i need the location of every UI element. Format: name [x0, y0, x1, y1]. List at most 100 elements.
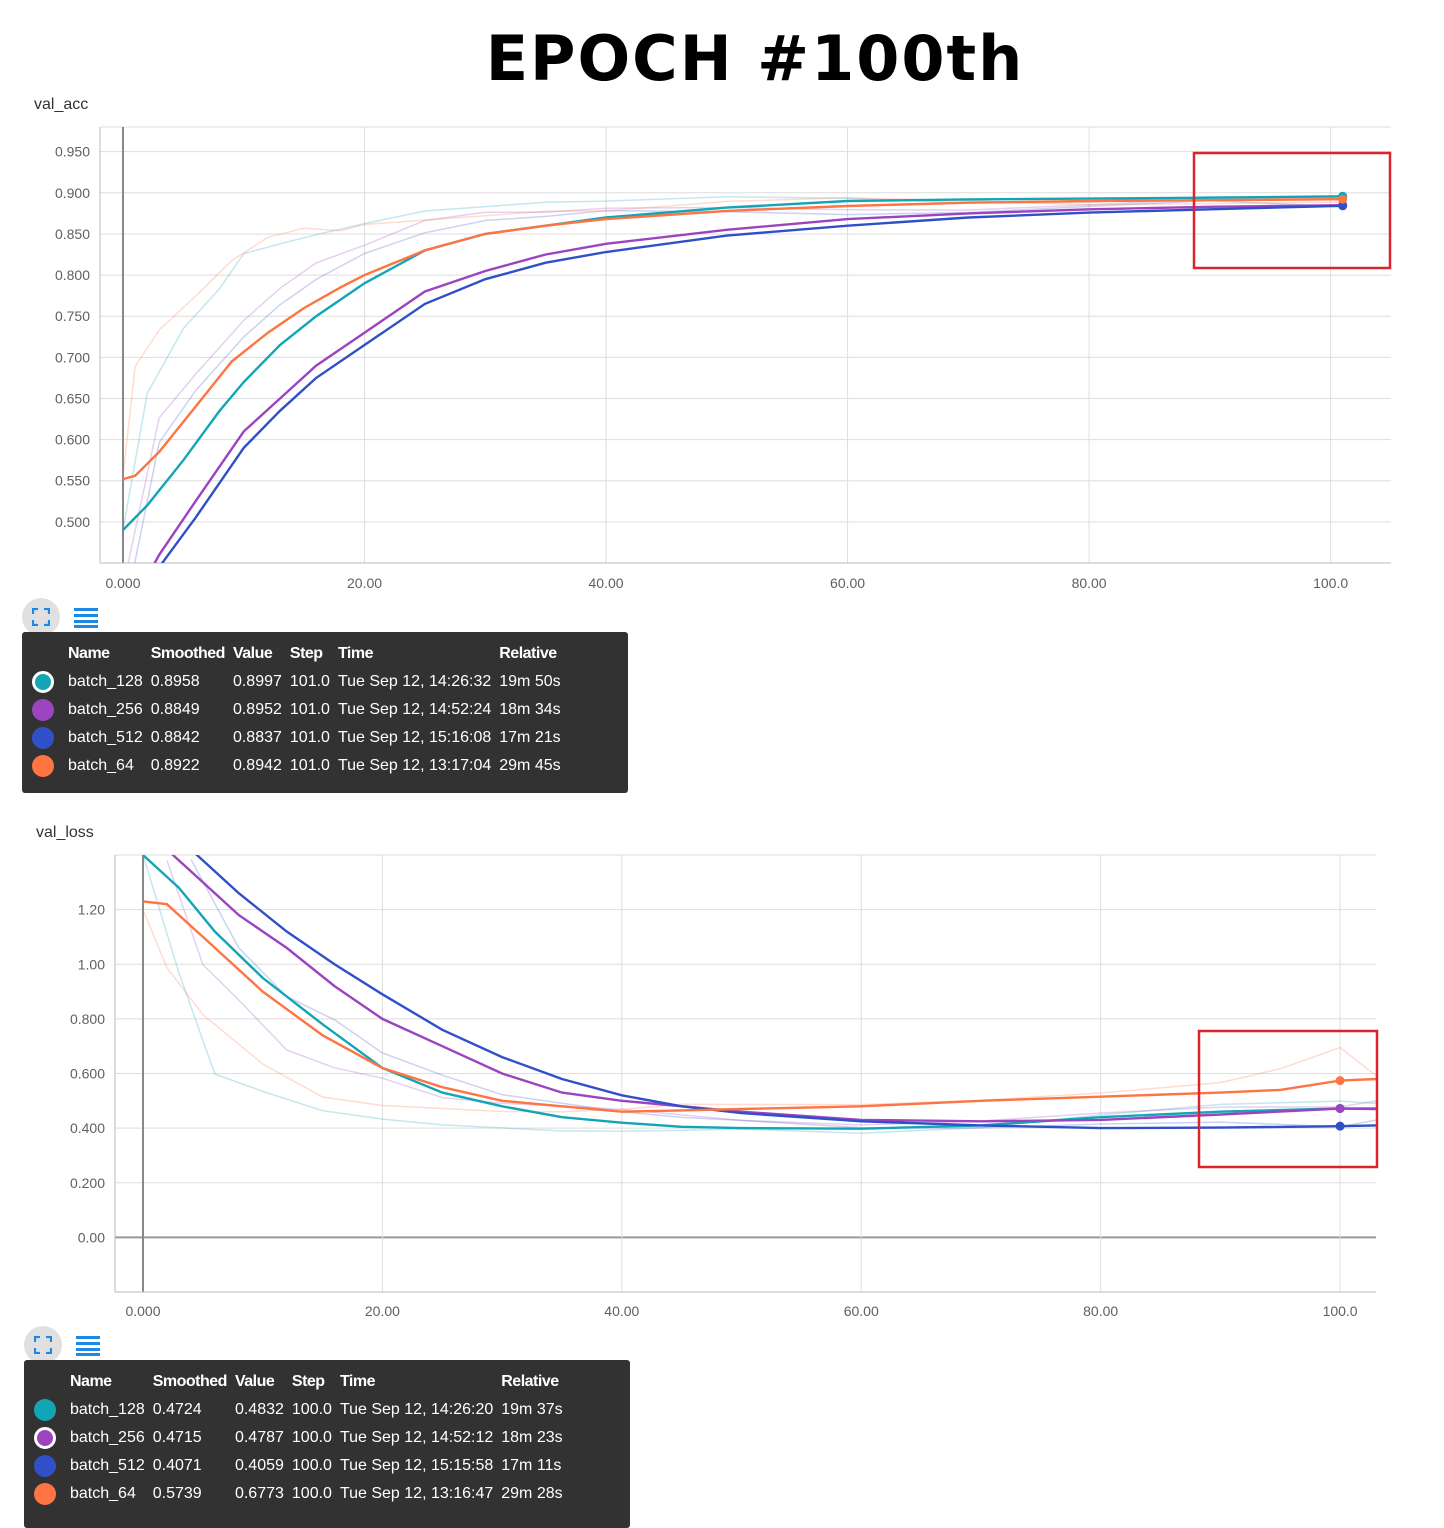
swatch-cell — [32, 668, 68, 696]
col-name: Name — [70, 1373, 112, 1390]
cell-step: 101.0 — [289, 729, 330, 746]
cell-time: Tue Sep 12, 14:26:20 — [339, 1401, 494, 1418]
cell-value: 0.4832 — [234, 1401, 284, 1418]
x-tick-label: 0.000 — [125, 1303, 160, 1319]
val-loss-tooltip: Name Smoothed Value Step Time Relative b… — [24, 1360, 630, 1528]
col-step: Step — [289, 645, 323, 662]
val-acc-chart[interactable]: 0.500 0.550 0.600 0.650 0.700 0.750 0.800 0.850… — [0, 0, 1444, 600]
cell-name: batch_128 — [68, 673, 143, 690]
col-smoothed: Smoothed — [152, 1373, 228, 1390]
x-tick-label: 40.00 — [589, 575, 624, 591]
cell-step: 100.0 — [291, 1401, 332, 1418]
highlight-box — [1197, 1029, 1379, 1169]
smoothed-line-batch_512[interactable] — [191, 850, 1376, 1130]
x-tick-label: 40.00 — [604, 1303, 639, 1319]
cell-relative: 18m 23s — [501, 1429, 563, 1446]
raw-line-batch_64 — [142, 909, 1376, 1113]
raw-line-batch_512 — [133, 199, 1343, 563]
cell-smoothed: 0.4724 — [152, 1401, 202, 1418]
tooltip-row: batch_256 0.8849 0.8952 101.0 Tue Sep 12, 14… — [32, 696, 569, 724]
y-tick-label: 0.800 — [55, 267, 90, 283]
tooltip-row: batch_512 0.4071 0.4059 100.0 Tue Sep 12, 15… — [34, 1452, 571, 1480]
x-tick-label: 0.000 — [105, 575, 140, 591]
series-color-dot — [32, 727, 54, 749]
cell-time: Tue Sep 12, 13:16:47 — [339, 1485, 494, 1502]
cell-time: Tue Sep 12, 15:15:58 — [339, 1457, 494, 1474]
y-tick-label: 1.00 — [78, 956, 105, 972]
fullscreen-icon — [34, 1336, 52, 1354]
smoothed-line-batch_128[interactable] — [142, 855, 1376, 1130]
y-tick-label: 0.650 — [55, 390, 90, 406]
swatch-cell — [34, 1452, 70, 1480]
cell-name: batch_512 — [68, 729, 143, 746]
expand-chart-button[interactable] — [24, 1326, 62, 1364]
cell-name: batch_512 — [70, 1457, 145, 1474]
tooltip-row: batch_128 0.8958 0.8997 101.0 Tue Sep 12, 14… — [32, 668, 569, 696]
y-tick-label: 0.400 — [70, 1120, 105, 1136]
col-value: Value — [232, 645, 273, 662]
cell-step: 100.0 — [291, 1457, 332, 1474]
raw-line-batch_64 — [122, 197, 1343, 477]
swatch-cell — [32, 696, 68, 724]
y-tick-label: 0.200 — [70, 1175, 105, 1191]
y-tick-label: 0.750 — [55, 308, 90, 324]
x-tick-label: 100.0 — [1313, 575, 1348, 591]
cell-time: Tue Sep 12, 14:26:32 — [337, 673, 492, 690]
point-marker-batch_512 — [1338, 201, 1348, 211]
point-marker-batch_256 — [1335, 1104, 1345, 1114]
swatch-cell — [32, 724, 68, 752]
x-tick-label: 20.00 — [365, 1303, 400, 1319]
y-tick-label: 0.550 — [55, 473, 90, 489]
col-relative: Relative — [499, 645, 557, 662]
smoothed-line-batch_256[interactable] — [167, 850, 1376, 1123]
cell-smoothed: 0.5739 — [152, 1485, 202, 1502]
cell-value: 0.4059 — [234, 1457, 284, 1474]
cell-step: 100.0 — [291, 1485, 332, 1502]
smoothed-line-batch_64[interactable] — [142, 900, 1376, 1113]
expand-chart-button[interactable] — [22, 598, 60, 636]
toggle-data-button[interactable] — [74, 1332, 102, 1360]
col-name: Name — [68, 645, 110, 662]
cell-name: batch_256 — [68, 701, 143, 718]
series-color-dot — [32, 755, 54, 777]
cell-value: 0.8837 — [232, 729, 282, 746]
series-color-dot — [34, 1455, 56, 1477]
raw-line-batch_128 — [142, 855, 1376, 1134]
series-color-dot — [34, 1427, 56, 1449]
highlight-box — [1192, 151, 1392, 270]
cell-relative: 19m 37s — [501, 1401, 563, 1418]
cell-name: batch_256 — [70, 1429, 145, 1446]
swatch-cell — [34, 1480, 70, 1508]
x-tick-label: 80.00 — [1083, 1303, 1118, 1319]
cell-value: 0.4787 — [234, 1429, 284, 1446]
smoothed-line-batch_64[interactable] — [122, 198, 1343, 481]
y-tick-label: 0.900 — [55, 185, 90, 201]
cell-value: 0.8997 — [232, 673, 282, 690]
col-time: Time — [337, 645, 374, 662]
cell-relative: 29m 45s — [499, 757, 561, 774]
tooltip-row: batch_64 0.5739 0.6773 100.0 Tue Sep 12, 13:… — [34, 1480, 571, 1508]
cell-smoothed: 0.8849 — [150, 701, 200, 718]
tooltip-row: batch_256 0.4715 0.4787 100.0 Tue Sep 12, 14… — [34, 1424, 571, 1452]
cell-smoothed: 0.4071 — [152, 1457, 202, 1474]
y-tick-label: 0.00 — [78, 1229, 105, 1245]
series-color-dot — [34, 1483, 56, 1505]
swatch-cell — [32, 752, 68, 780]
y-tick-label: 0.500 — [55, 514, 90, 530]
y-tick-label: 0.600 — [70, 1066, 105, 1082]
series-color-dot — [32, 671, 54, 693]
toggle-data-button[interactable] — [72, 604, 100, 632]
tooltip-row: batch_64 0.8922 0.8942 101.0 Tue Sep 12, 13:… — [32, 752, 569, 780]
cell-step: 100.0 — [291, 1429, 332, 1446]
smoothed-line-batch_512[interactable] — [123, 204, 1343, 637]
val-loss-chart[interactable]: 0.00 0.200 0.400 0.600 0.800 1.00 1.20 0.000 20.… — [0, 0, 1444, 1340]
cell-smoothed: 0.8958 — [150, 673, 200, 690]
x-tick-label: 100.0 — [1323, 1303, 1358, 1319]
x-tick-label: 60.00 — [830, 575, 865, 591]
x-tick-label: 80.00 — [1072, 575, 1107, 591]
series-color-dot — [32, 699, 54, 721]
smoothed-line-batch_256[interactable] — [123, 204, 1343, 620]
cell-name: batch_64 — [70, 1485, 136, 1502]
point-marker-batch_64 — [1338, 194, 1348, 204]
page-title: EPOCH #100th — [485, 22, 1025, 95]
